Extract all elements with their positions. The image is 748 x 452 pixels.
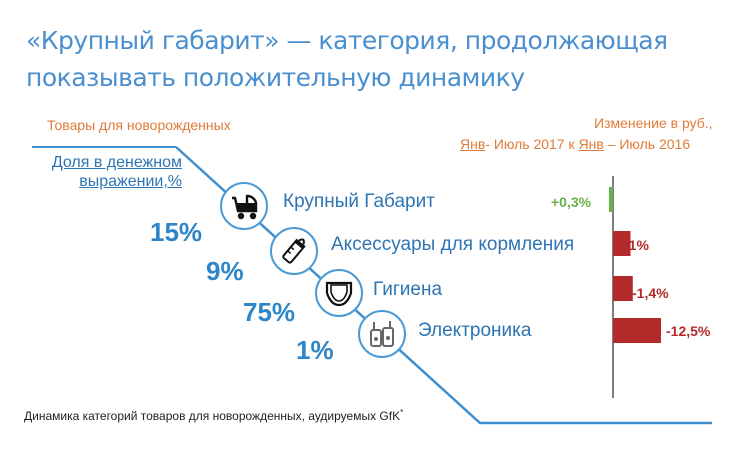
share-heading-line-2: выражении,% xyxy=(79,173,182,190)
category-label-2: Аксессуары для кормления xyxy=(331,234,575,255)
share-label-1: 15% xyxy=(150,217,203,247)
share-label-2: 9% xyxy=(206,256,244,286)
change-label-2: -1% xyxy=(624,237,649,253)
baby-bottle-icon xyxy=(270,227,318,275)
change-label-4: -12,5% xyxy=(666,323,711,339)
change-bar-2 xyxy=(613,231,631,256)
footer-text: Динамика категорий товаров для новорожде… xyxy=(24,409,401,423)
change-bar-4 xyxy=(613,318,661,343)
change-bar-1 xyxy=(609,187,613,212)
footer-mark: * xyxy=(400,408,404,417)
footer-note: Динамика категорий товаров для новорожде… xyxy=(24,408,403,423)
category-label-4: Электроника xyxy=(418,320,532,341)
category-label-1: Крупный Габарит xyxy=(283,191,435,212)
right-heading-line-1: Изменение в руб., xyxy=(594,115,713,131)
page-title: «Крупный габарит» — категория, продолжаю… xyxy=(26,22,726,96)
period-end: Янв xyxy=(578,136,604,152)
period-mid: - Июль 2017 к xyxy=(485,136,579,152)
category-label-3: Гигиена xyxy=(373,279,443,300)
change-label-1: +0,3% xyxy=(551,194,592,210)
share-heading-line-1: Доля в денежном xyxy=(51,154,182,171)
share-heading: Доля в денежном выражении,% xyxy=(32,153,182,191)
share-label-4: 1% xyxy=(296,335,334,365)
change-bar-3 xyxy=(613,276,633,301)
title-line-2: показывать положительную динамику xyxy=(26,63,525,92)
period-tail: – Июль 2016 xyxy=(603,136,691,152)
title-line-1: «Крупный габарит» — категория, продолжаю… xyxy=(26,26,668,55)
stroller-icon xyxy=(220,182,268,230)
bars-group xyxy=(609,187,661,343)
left-heading: Товары для новорожденных xyxy=(47,117,231,133)
change-label-3: -1,4% xyxy=(632,285,669,301)
baby-monitor-icon xyxy=(358,310,406,358)
period-start: Янв xyxy=(460,136,486,152)
right-heading-line-2: Янв- Июль 2017 к Янв – Июль 2016 xyxy=(460,136,690,152)
diaper-icon xyxy=(315,269,363,317)
share-label-3: 75% xyxy=(243,297,296,327)
